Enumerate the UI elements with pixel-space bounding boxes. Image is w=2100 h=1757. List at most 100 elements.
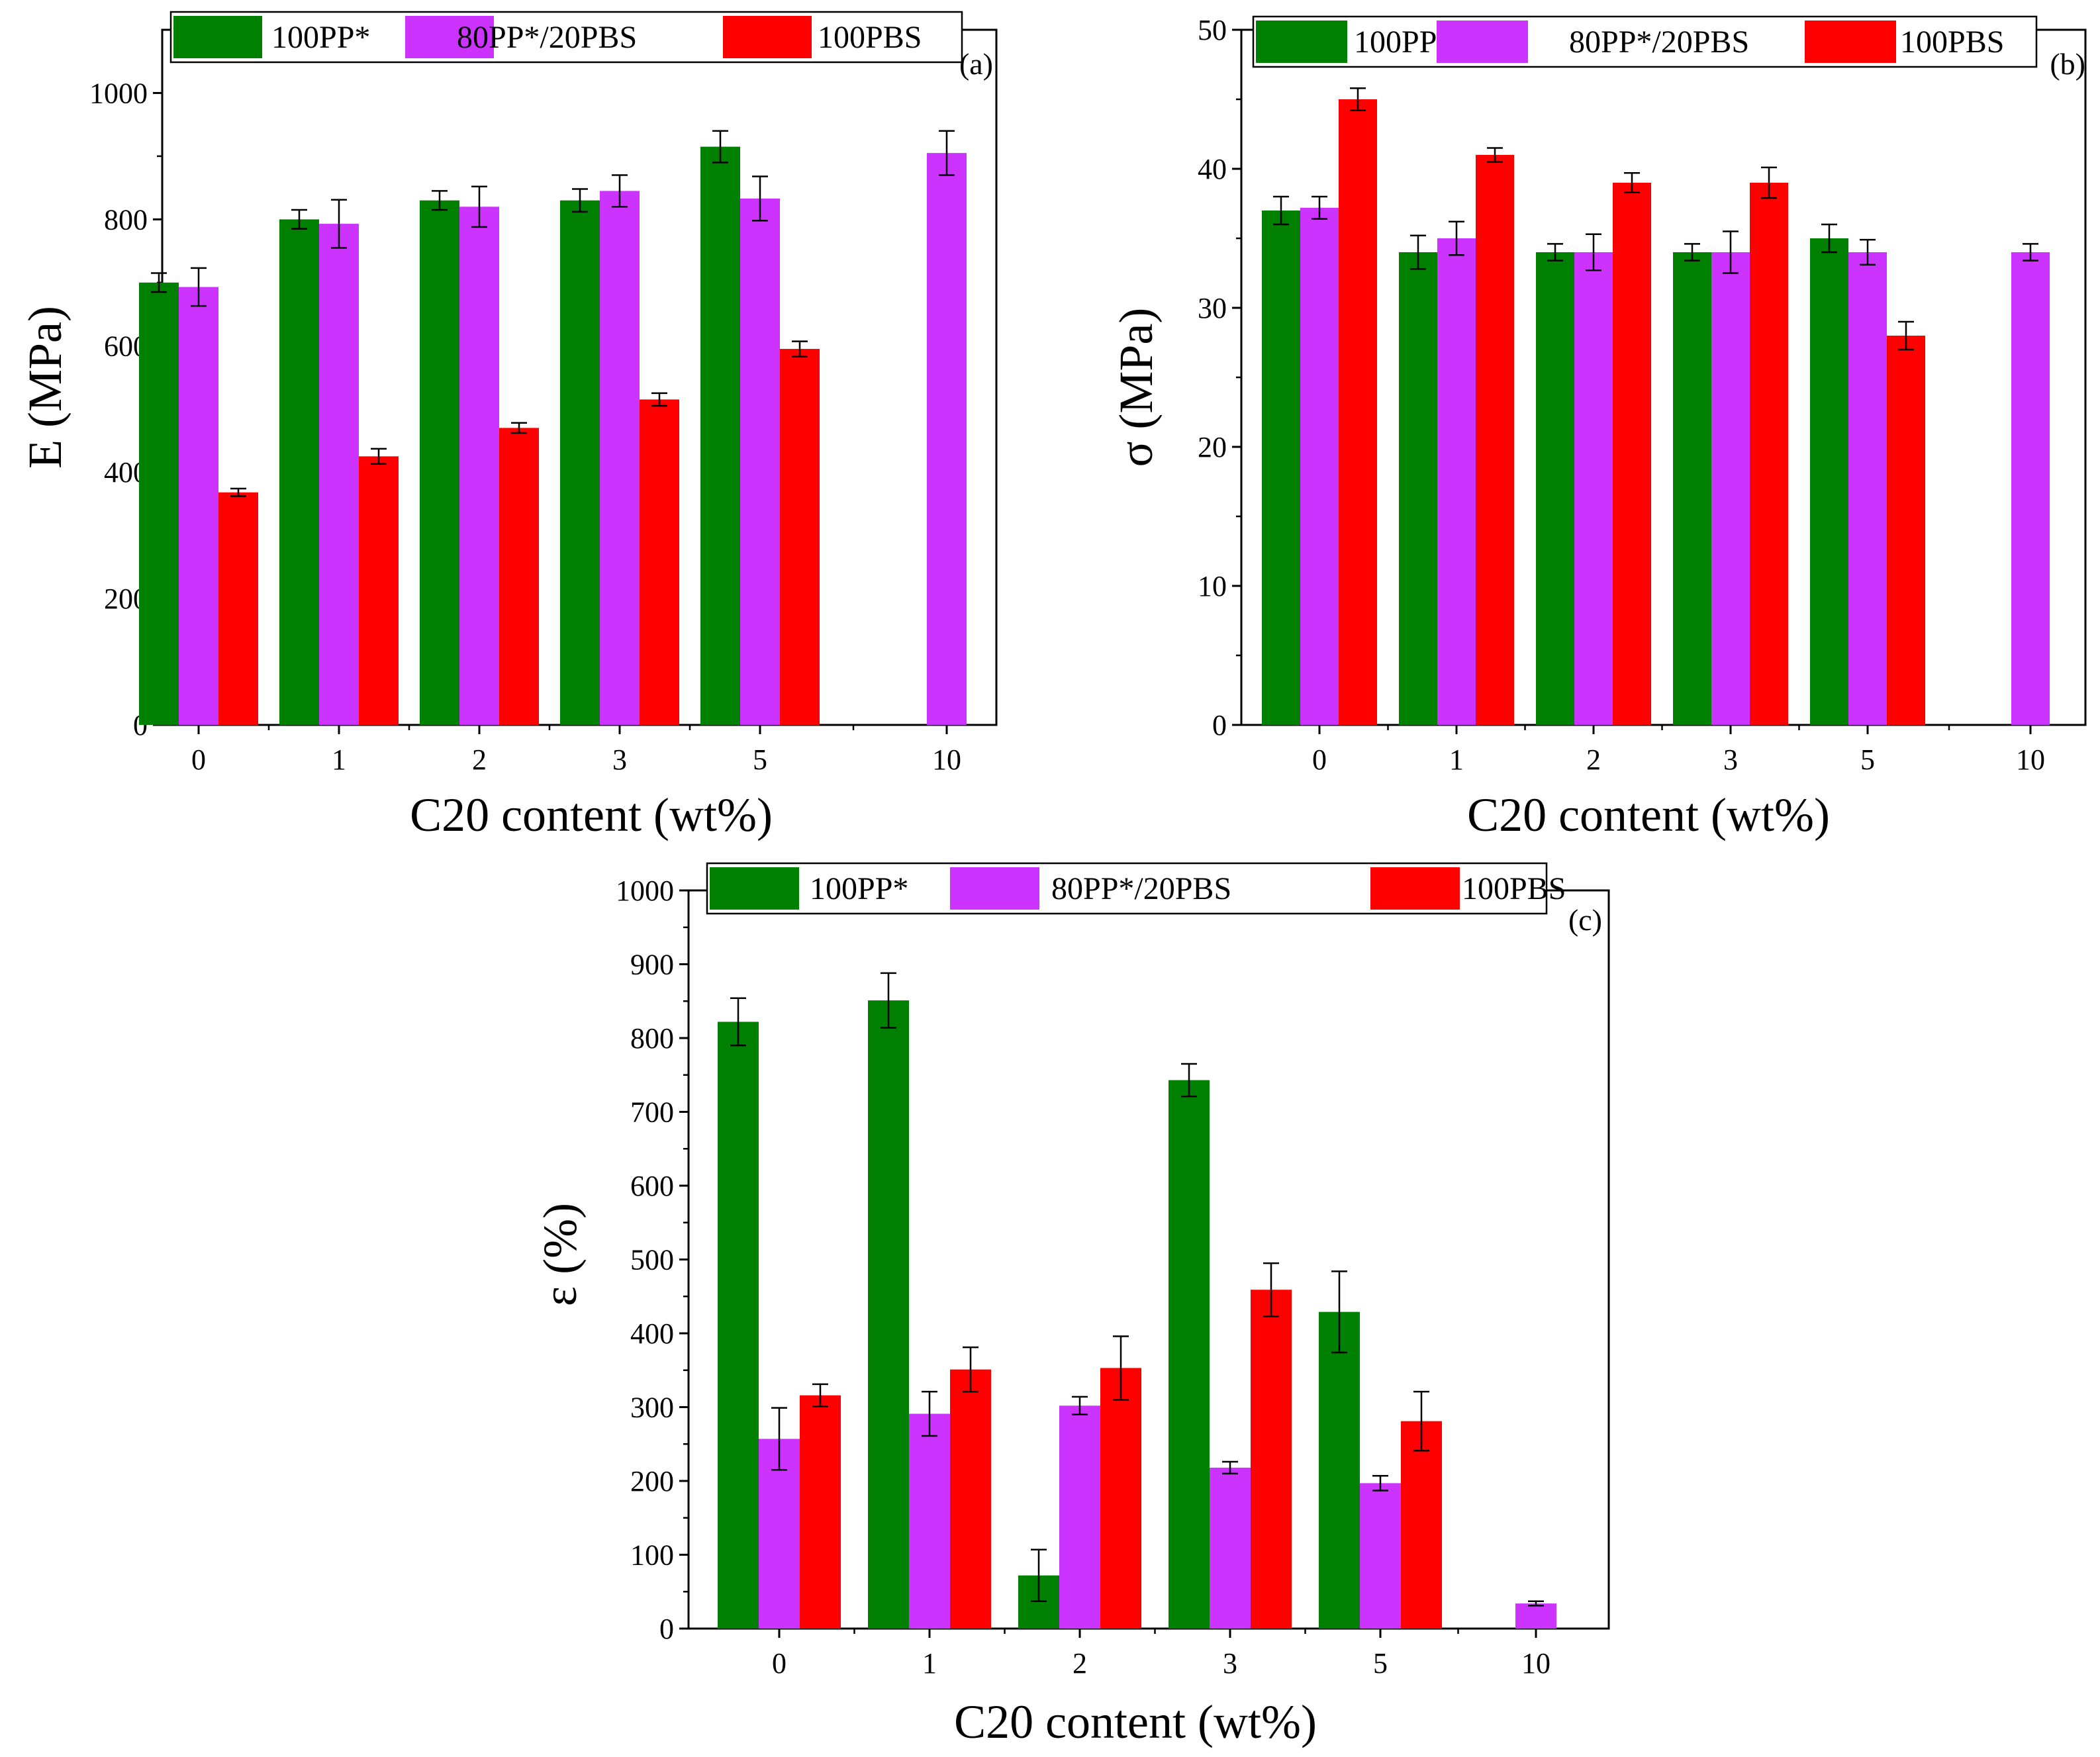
- bar-100pp-3: [1169, 1080, 1210, 1629]
- panel-a-modulus-chart: C20 content (wt%) E (MPa) (a) 0200400600…: [19, 11, 998, 841]
- error-bar: [1350, 87, 1366, 112]
- error-bar: [151, 272, 167, 293]
- error-bar: [730, 997, 746, 1047]
- error-bar: [331, 199, 347, 249]
- bar-80pp20pbs-1: [909, 1413, 950, 1629]
- error-bar: [1547, 243, 1563, 261]
- bar-100pbs-3: [1251, 1290, 1292, 1629]
- y-tick-label: 20: [1198, 431, 1227, 463]
- error-bar: [1860, 238, 1876, 266]
- error-bar: [1331, 1270, 1347, 1354]
- y-tick-label: 40: [1198, 153, 1227, 185]
- bar-100pp-1: [279, 219, 319, 725]
- bar-80pp20pbs-10: [1515, 1603, 1556, 1629]
- x-tick-label: 3: [1223, 1647, 1237, 1680]
- error-bar: [572, 188, 588, 213]
- error-bar: [1263, 1262, 1279, 1317]
- error-bar: [1312, 195, 1327, 220]
- error-bar: [1586, 233, 1601, 271]
- x-tick-label: 0: [191, 743, 206, 776]
- y-tick-label: 900: [630, 949, 674, 981]
- x-tick-label: 2: [472, 743, 487, 776]
- bar-100pbs-5: [1887, 336, 1925, 725]
- y-tick-label: 1000: [89, 77, 148, 109]
- legend-box: [1252, 15, 2038, 68]
- y-tick-label: 30: [1198, 292, 1227, 324]
- error-bar: [191, 267, 207, 307]
- error-bar: [1113, 1335, 1129, 1401]
- bar-100pbs-0: [218, 492, 258, 725]
- y-tick-label: 700: [630, 1096, 674, 1129]
- y-tick-label: 1000: [616, 875, 674, 907]
- legend-label: 80PP*/20PBS: [1569, 24, 1749, 60]
- error-bar: [1449, 220, 1464, 256]
- error-bar: [1624, 172, 1640, 193]
- bar-80pp20pbs-3: [1711, 252, 1750, 725]
- bar-80pp20pbs-10: [927, 153, 967, 726]
- legend-label: 100PP*: [810, 871, 908, 906]
- error-bar: [371, 448, 387, 465]
- x-tick-label: 5: [1860, 743, 1875, 776]
- y-tick-label: 800: [104, 203, 148, 236]
- error-bar: [230, 487, 246, 497]
- panel-3-legend: 100PP* 80PP*/20PBS 100PBS: [706, 862, 1566, 915]
- x-tick-label: 2: [1586, 743, 1601, 776]
- y-tick-label: 10: [1198, 570, 1227, 602]
- error-bar: [1413, 1390, 1429, 1452]
- x-tick-label: 10: [932, 743, 961, 776]
- error-bar: [651, 392, 667, 407]
- error-bar: [771, 1407, 787, 1471]
- panel-b-strength-chart: C20 content (wt%) σ (MPa) (b) 0102030405…: [1110, 14, 2087, 841]
- panel-b-x-axis-title: C20 content (wt%): [1467, 788, 1830, 841]
- panel-c-x-axis-title: C20 content (wt%): [954, 1695, 1317, 1748]
- error-bar: [432, 190, 448, 211]
- bar-80pp20pbs-3: [600, 191, 640, 726]
- bar-100pbs-5: [1401, 1421, 1442, 1629]
- error-bar: [712, 130, 728, 164]
- error-bar: [511, 422, 527, 434]
- legend-swatch: [405, 16, 494, 58]
- panel-1-legend: 100PP* 80PP*/20PBS 100PBS: [169, 11, 963, 64]
- error-bar: [752, 175, 768, 222]
- y-tick-label: 400: [630, 1317, 674, 1350]
- bar-80pp20pbs-2: [1574, 252, 1613, 725]
- error-bar: [1528, 1600, 1544, 1607]
- legend-label: 80PP*/20PBS: [1051, 871, 1231, 906]
- error-bar: [963, 1346, 978, 1393]
- panel-b-label: (b): [2050, 47, 2085, 81]
- error-bar: [1684, 243, 1700, 261]
- y-tick-label: 0: [659, 1613, 674, 1645]
- error-bar: [1723, 230, 1739, 274]
- bar-80pp20pbs-0: [1300, 207, 1339, 725]
- bar-80pp20pbs-0: [179, 287, 218, 725]
- bar-100pp-5: [700, 146, 740, 725]
- panel-a-x-axis-title: C20 content (wt%): [410, 788, 773, 841]
- legend-swatch: [1805, 21, 1896, 63]
- legend-label: 100PBS: [1462, 871, 1566, 906]
- bar-100pbs-1: [359, 456, 399, 725]
- y-tick-label: 0: [1212, 709, 1227, 741]
- bar-80pp20pbs-1: [1437, 238, 1476, 725]
- bar-100pp-2: [1536, 252, 1574, 725]
- bar-100pbs-2: [1100, 1368, 1141, 1629]
- x-tick-label: 0: [1312, 743, 1327, 776]
- x-tick-label: 2: [1073, 1647, 1087, 1680]
- legend-label: 100PBS: [818, 20, 922, 55]
- error-bar: [881, 972, 896, 1029]
- bar-80pp20pbs-3: [1210, 1467, 1251, 1629]
- error-bar: [792, 340, 808, 357]
- bar-100pbs-2: [1613, 183, 1651, 725]
- panel-c-y-axis-title: ε (%): [534, 1203, 587, 1306]
- error-bar: [1487, 147, 1503, 163]
- x-tick-label: 1: [922, 1647, 937, 1680]
- bar-80pp20pbs-2: [1059, 1405, 1100, 1629]
- bar-100pp-2: [420, 200, 459, 725]
- legend-swatch: [723, 16, 812, 58]
- bar-100pbs-1: [950, 1369, 991, 1629]
- bar-80pp20pbs-5: [1848, 252, 1887, 725]
- error-bar: [1821, 223, 1837, 254]
- legend-swatch: [173, 16, 262, 58]
- error-bar: [1273, 195, 1289, 226]
- x-tick-label: 1: [332, 743, 346, 776]
